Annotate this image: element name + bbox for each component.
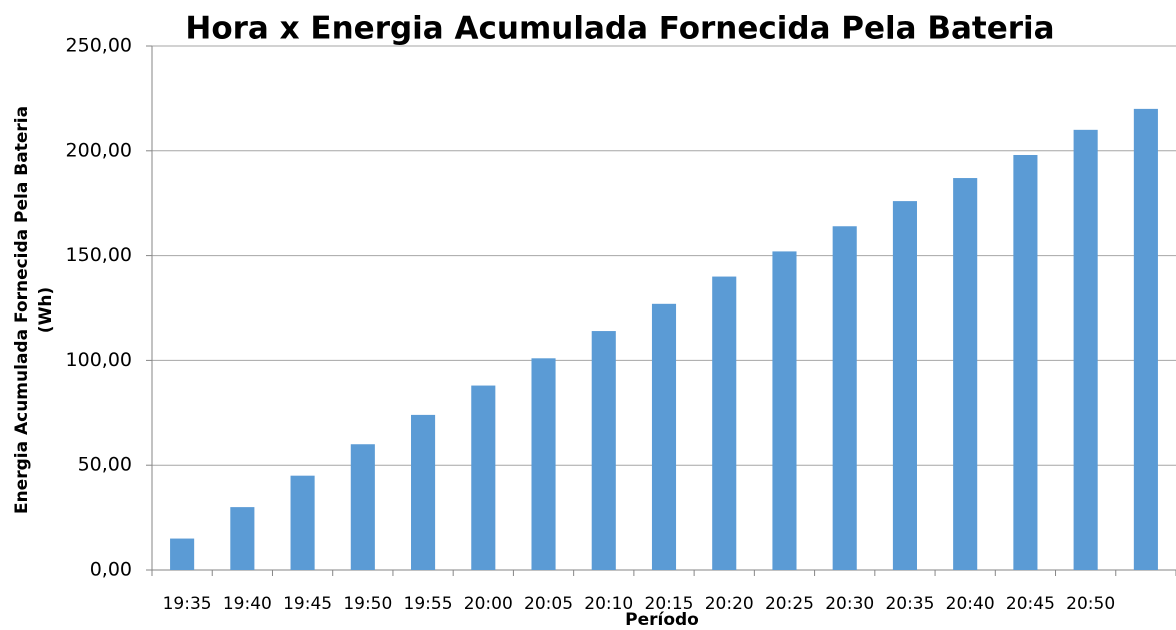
- x-tick-label: 20:05: [524, 594, 573, 614]
- bar: [772, 251, 797, 570]
- x-tick-label: 19:40: [223, 594, 272, 614]
- y-axis-title-line: Energia Acumulada Fornecida Pela Bateria: [12, 106, 32, 514]
- bar: [170, 538, 195, 570]
- bar: [230, 507, 255, 570]
- x-tick-label: 19:35: [163, 594, 212, 614]
- x-tick-label: 20:20: [705, 594, 754, 614]
- y-tick-label: 0,00: [90, 559, 132, 581]
- y-tick-label: 150,00: [66, 244, 132, 266]
- bar: [591, 331, 616, 570]
- y-tick-label: 100,00: [66, 349, 132, 371]
- bar: [712, 276, 737, 570]
- x-tick-label: 20:35: [885, 594, 934, 614]
- bar: [1073, 129, 1098, 570]
- bar: [832, 226, 857, 571]
- chart-title: Hora x Energia Acumulada Fornecida Pela …: [185, 11, 1054, 47]
- x-axis-title: Período: [625, 610, 699, 630]
- x-tick-label: 19:55: [404, 594, 453, 614]
- y-tick-label: 250,00: [66, 35, 132, 57]
- x-tick-label: 20:30: [825, 594, 874, 614]
- x-tick-label: 20:15: [645, 594, 694, 614]
- y-tick-label: 200,00: [66, 139, 132, 161]
- bar: [350, 444, 375, 570]
- bar: [531, 358, 556, 570]
- x-tick-label: 19:45: [283, 594, 332, 614]
- bar: [1013, 154, 1038, 570]
- bar: [953, 178, 978, 570]
- bar: [471, 385, 496, 570]
- x-tick-label: 20:50: [1066, 594, 1115, 614]
- y-axis-title-line: (Wh): [36, 287, 56, 333]
- bar: [651, 303, 677, 570]
- x-tick-label: 19:50: [343, 594, 392, 614]
- x-tick-label: 20:40: [946, 594, 995, 614]
- bar: [290, 475, 315, 570]
- bar: [892, 201, 917, 570]
- y-tick-label: 50,00: [78, 454, 132, 476]
- bar: [411, 414, 436, 570]
- y-axis-title: Energia Acumulada Fornecida Pela Bateria…: [12, 106, 56, 514]
- x-tick-label: 20:10: [584, 594, 633, 614]
- x-tick-label: 20:00: [464, 594, 513, 614]
- x-tick-label: 20:25: [765, 594, 814, 614]
- x-tick-label: 20:45: [1006, 594, 1055, 614]
- bar: [1133, 108, 1158, 570]
